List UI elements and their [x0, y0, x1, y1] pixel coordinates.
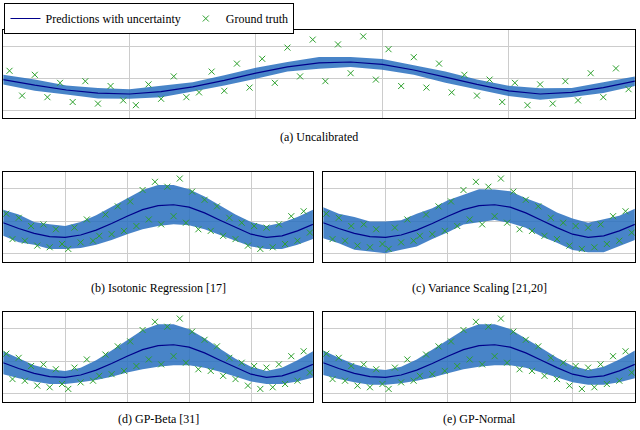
- svg-text:(a) Uncalibrated: (a) Uncalibrated: [280, 130, 358, 144]
- svg-text:(b) Isotonic Regression [17]: (b) Isotonic Regression [17]: [91, 281, 226, 295]
- svg-text:(e) GP-Normal: (e) GP-Normal: [443, 412, 516, 426]
- svg-text:(d) GP-Beta [31]: (d) GP-Beta [31]: [118, 412, 199, 426]
- svg-text:Predictions with uncertainty: Predictions with uncertainty: [45, 12, 180, 26]
- svg-text:(c) Variance Scaling [21,20]: (c) Variance Scaling [21,20]: [412, 281, 547, 295]
- svg-text:Ground truth: Ground truth: [226, 12, 288, 26]
